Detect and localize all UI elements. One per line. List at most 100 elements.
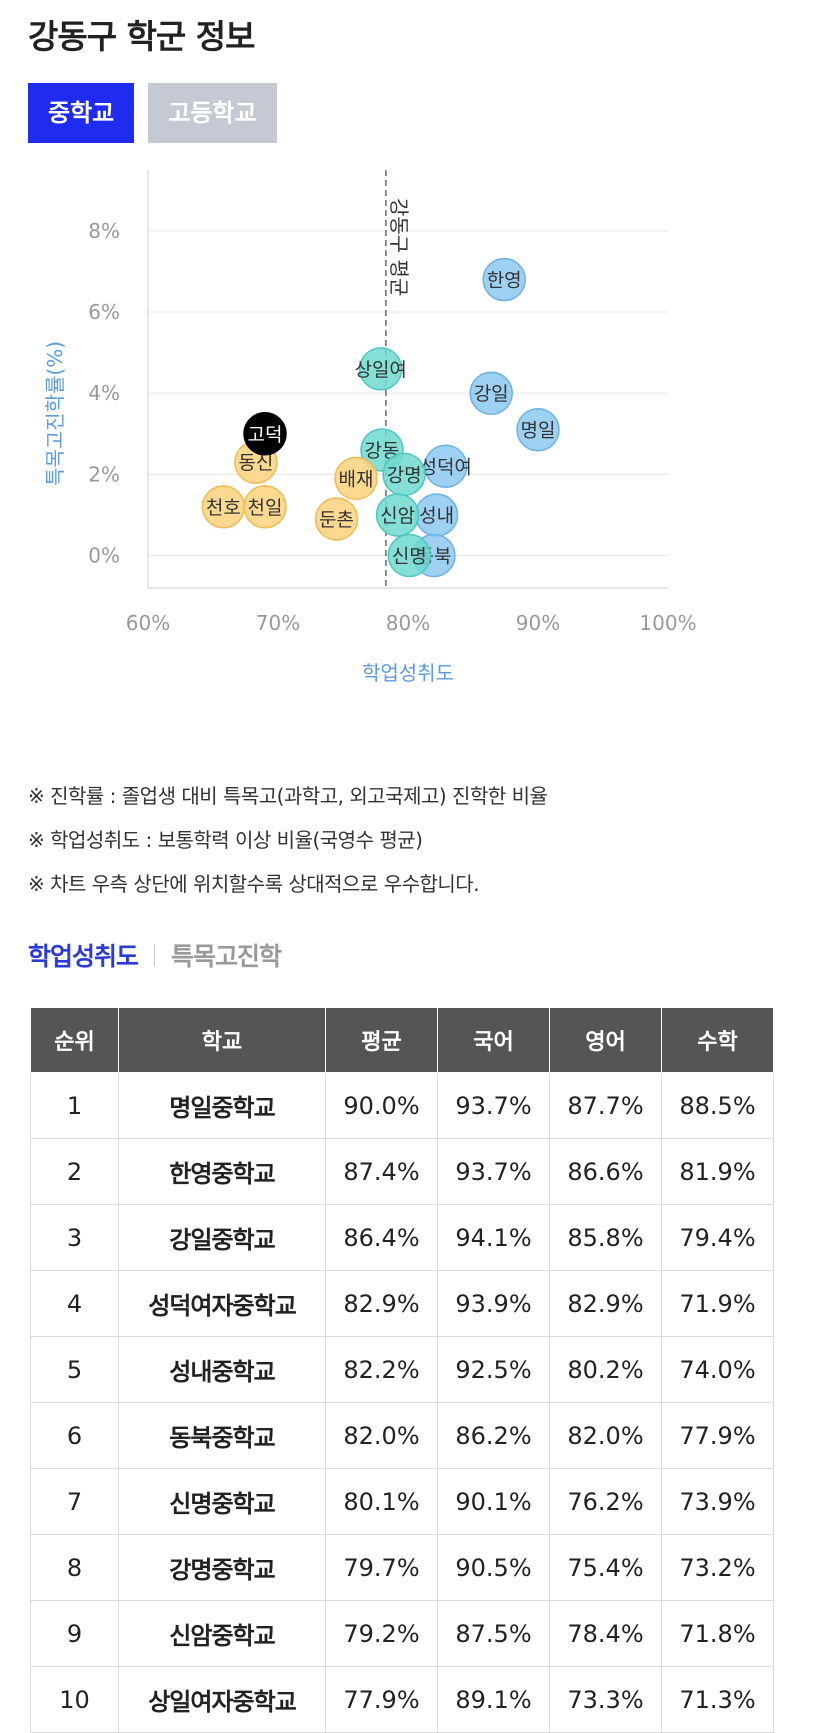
subtab-divider bbox=[154, 944, 156, 966]
point-bubble[interactable] bbox=[358, 347, 403, 391]
note-achievement: ※ 학업성취도 : 보통학력 이상 비율(국영수 평균) bbox=[28, 828, 423, 852]
point-bubble[interactable] bbox=[469, 371, 513, 415]
cell-math: 74.0% bbox=[661, 1336, 774, 1403]
cell-school: 성덕여자중학교 bbox=[118, 1270, 326, 1337]
x-tick-label: 60% bbox=[126, 611, 170, 635]
cell-rank: 4 bbox=[30, 1270, 119, 1337]
cell-average: 82.9% bbox=[325, 1270, 438, 1337]
y-tick-label: 4% bbox=[88, 381, 120, 405]
cell-english: 82.9% bbox=[549, 1270, 662, 1337]
cell-english: 76.2% bbox=[549, 1468, 662, 1535]
cell-rank: 5 bbox=[30, 1336, 119, 1403]
cell-rank: 9 bbox=[30, 1600, 119, 1667]
header-english: 영어 bbox=[549, 1007, 662, 1073]
cell-average: 90.0% bbox=[325, 1072, 438, 1139]
cell-rank: 8 bbox=[30, 1534, 119, 1601]
point-bubble[interactable] bbox=[387, 533, 432, 578]
y-tick-label: 0% bbox=[88, 544, 120, 568]
table-row: 5 성내중학교 82.2% 92.5% 80.2% 74.0% bbox=[30, 1336, 774, 1403]
cell-korean: 90.5% bbox=[437, 1534, 550, 1601]
ranking-table-body: 1 명일중학교 90.0% 93.7% 87.7% 88.5% 2 한영중학교 87.4% 93.… bbox=[30, 1072, 774, 1733]
y-axis-title: 특목고진학률(%) bbox=[43, 341, 67, 486]
ranking-subtabs: 학업성취도 특목고진학 bbox=[28, 937, 282, 973]
x-tick-label: 80% bbox=[386, 611, 430, 635]
cell-math: 73.2% bbox=[661, 1534, 774, 1601]
point-label: 강명 bbox=[387, 464, 422, 486]
header-school: 학교 bbox=[118, 1007, 326, 1073]
cell-korean: 92.5% bbox=[437, 1336, 550, 1403]
cell-math: 77.9% bbox=[661, 1402, 774, 1469]
note-chart-hint: ※ 차트 우측 상단에 위치할수록 상대적으로 우수합니다. bbox=[28, 872, 480, 896]
cell-school: 신암중학교 bbox=[118, 1600, 326, 1667]
subtab-achievement[interactable]: 학업성취도 bbox=[28, 942, 139, 971]
cell-rank: 1 bbox=[30, 1072, 119, 1139]
cell-rank: 2 bbox=[30, 1138, 119, 1205]
point-label: 강일 bbox=[474, 383, 509, 405]
cell-math: 71.8% bbox=[661, 1600, 774, 1667]
cell-korean: 93.7% bbox=[437, 1138, 550, 1205]
cell-average: 82.2% bbox=[325, 1336, 438, 1403]
school-level-tabs: 중학교 고등학교 bbox=[28, 83, 277, 143]
cell-math: 71.3% bbox=[661, 1666, 774, 1733]
cell-average: 77.9% bbox=[325, 1666, 438, 1733]
x-axis-title: 학업성취도 bbox=[362, 661, 454, 685]
table-row: 2 한영중학교 87.4% 93.7% 86.6% 81.9% bbox=[30, 1138, 774, 1205]
scatter-chart: 0% 2% 4% 6% 8% 60% 70% 80% 90% 100% 학업성취도 특목고진학률(%)… bbox=[43, 170, 697, 685]
table-row: 3 강일중학교 86.4% 94.1% 85.8% 79.4% bbox=[30, 1204, 774, 1271]
cell-korean: 93.9% bbox=[437, 1270, 550, 1337]
subtab-special-high[interactable]: 특목고진학 bbox=[171, 942, 282, 971]
cell-average: 86.4% bbox=[325, 1204, 438, 1271]
point-label: 강동 bbox=[365, 440, 400, 462]
table-row: 4 성덕여자중학교 82.9% 93.9% 82.9% 71.9% bbox=[30, 1270, 774, 1337]
cell-english: 82.0% bbox=[549, 1402, 662, 1469]
cell-rank: 6 bbox=[30, 1402, 119, 1469]
cell-rank: 10 bbox=[30, 1666, 119, 1733]
point-label: 신명 bbox=[392, 546, 427, 568]
average-line-label: 강동구 평균 bbox=[387, 198, 411, 296]
table-row: 9 신암중학교 79.2% 87.5% 78.4% 71.8% bbox=[30, 1600, 774, 1667]
cell-school: 상일여자중학교 bbox=[118, 1666, 326, 1733]
point-bubble[interactable] bbox=[482, 257, 526, 302]
average-reference: 강동구 평균 bbox=[385, 170, 411, 588]
header-average: 평균 bbox=[325, 1007, 438, 1073]
ranking-table: 순위 학교 평균 국어 영어 수학 1 명일중학교 90.0% 93.7% 87.7% 8… bbox=[30, 1007, 774, 1733]
cell-math: 71.9% bbox=[661, 1270, 774, 1337]
point-label: 한영 bbox=[487, 270, 522, 292]
tab-middle-school[interactable]: 중학교 bbox=[28, 83, 135, 143]
point-bubble[interactable] bbox=[423, 444, 468, 489]
point-label: 상일여 bbox=[354, 359, 406, 381]
header-math: 수학 bbox=[661, 1007, 774, 1073]
cell-english: 78.4% bbox=[549, 1600, 662, 1667]
point-label: 동신 bbox=[238, 452, 273, 474]
tab-high-school[interactable]: 고등학교 bbox=[148, 83, 277, 143]
point-bubble[interactable] bbox=[243, 485, 287, 529]
point-label: 성덕여 bbox=[419, 456, 471, 478]
point-bubble[interactable] bbox=[314, 497, 359, 541]
cell-korean: 89.1% bbox=[437, 1666, 550, 1733]
point-bubble[interactable] bbox=[516, 407, 560, 452]
chart-grid bbox=[148, 230, 668, 557]
point-bubble[interactable] bbox=[375, 493, 420, 537]
cell-korean: 93.7% bbox=[437, 1072, 550, 1139]
cell-english: 80.2% bbox=[549, 1336, 662, 1403]
cell-school: 강명중학교 bbox=[118, 1534, 326, 1601]
point-bubble[interactable] bbox=[243, 412, 287, 456]
point-label: 성내 bbox=[419, 505, 454, 527]
header-rank: 순위 bbox=[30, 1007, 119, 1073]
cell-korean: 94.1% bbox=[437, 1204, 550, 1271]
cell-korean: 90.1% bbox=[437, 1468, 550, 1535]
point-bubble[interactable] bbox=[334, 456, 378, 501]
cell-english: 87.7% bbox=[549, 1072, 662, 1139]
cell-school: 신명중학교 bbox=[118, 1468, 326, 1535]
cell-school: 한영중학교 bbox=[118, 1138, 326, 1205]
cell-school: 강일중학교 bbox=[118, 1204, 326, 1271]
cell-average: 79.7% bbox=[325, 1534, 438, 1601]
cell-english: 73.3% bbox=[549, 1666, 662, 1733]
cell-rank: 7 bbox=[30, 1468, 119, 1535]
cell-school: 성내중학교 bbox=[118, 1336, 326, 1403]
note-advancement-rate: ※ 진학률 : 졸업생 대비 특목고(과학고, 외고국제고) 진학한 비율 bbox=[28, 784, 548, 808]
x-tick-label: 90% bbox=[516, 611, 560, 635]
cell-average: 79.2% bbox=[325, 1600, 438, 1667]
table-row: 10 상일여자중학교 77.9% 89.1% 73.3% 71.3% bbox=[30, 1666, 774, 1733]
